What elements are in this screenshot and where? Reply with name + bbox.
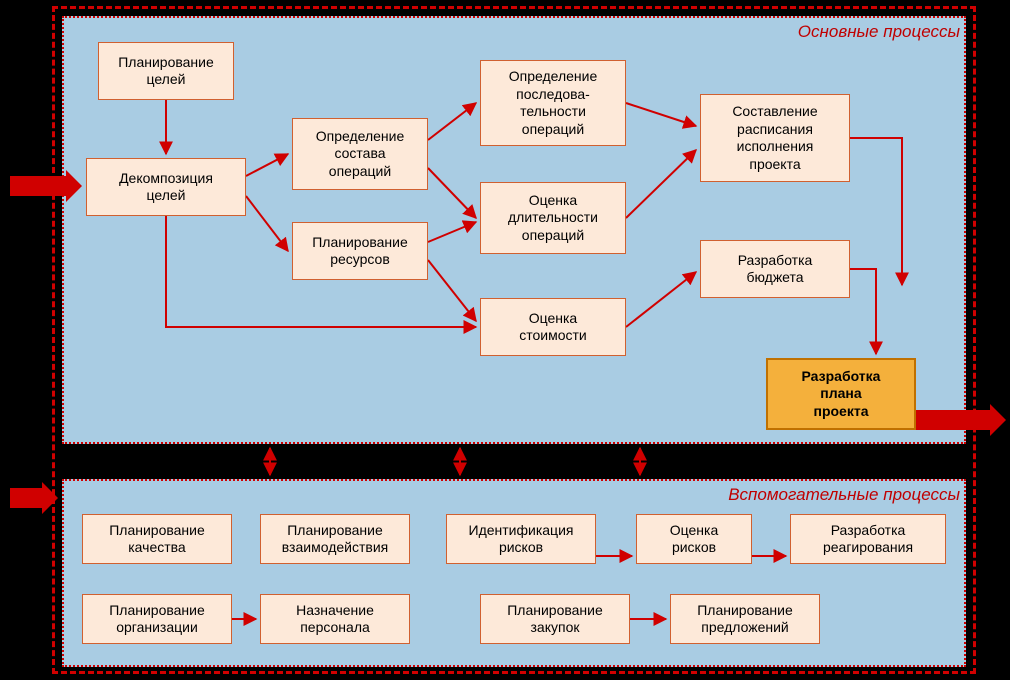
node-b6: Планирование организации	[82, 594, 232, 644]
node-label: Оценка стоимости	[519, 310, 587, 345]
node-label: Планирование качества	[109, 522, 205, 557]
node-n7: Оценка стоимости	[480, 298, 626, 356]
node-label: Декомпозиция целей	[119, 170, 213, 205]
diagram-canvas: Основные процессы Вспомогательные процес…	[0, 0, 1010, 680]
node-label: Планирование предложений	[697, 602, 793, 637]
node-label: Разработка реагирования	[823, 522, 913, 557]
node-label: Планирование закупок	[507, 602, 603, 637]
node-b3: Идентификация рисков	[446, 514, 596, 564]
node-n4: Планирование ресурсов	[292, 222, 428, 280]
node-label: Составление расписания исполнения проект…	[732, 103, 817, 173]
node-n9: Разработка бюджета	[700, 240, 850, 298]
node-n1: Планирование целей	[98, 42, 234, 100]
node-b8: Планирование закупок	[480, 594, 630, 644]
node-label: Определение состава операций	[316, 128, 405, 181]
node-label: Планирование организации	[109, 602, 205, 637]
node-label: Назначение персонала	[296, 602, 374, 637]
node-label: Оценка рисков	[670, 522, 719, 557]
node-n10: Разработка плана проекта	[766, 358, 916, 430]
node-n2: Декомпозиция целей	[86, 158, 246, 216]
node-b9: Планирование предложений	[670, 594, 820, 644]
node-n3: Определение состава операций	[292, 118, 428, 190]
node-label: Планирование целей	[118, 54, 214, 89]
node-b4: Оценка рисков	[636, 514, 752, 564]
node-label: Определение последова- тельности операци…	[509, 68, 598, 138]
node-b5: Разработка реагирования	[790, 514, 946, 564]
node-label: Планирование ресурсов	[312, 234, 408, 269]
node-b2: Планирование взаимодействия	[260, 514, 410, 564]
node-label: Планирование взаимодействия	[282, 522, 388, 557]
node-n6: Оценка длительности операций	[480, 182, 626, 254]
node-n8: Составление расписания исполнения проект…	[700, 94, 850, 182]
node-label: Идентификация рисков	[469, 522, 574, 557]
node-b1: Планирование качества	[82, 514, 232, 564]
node-b7: Назначение персонала	[260, 594, 410, 644]
node-label: Оценка длительности операций	[508, 192, 598, 245]
title-main-processes: Основные процессы	[760, 22, 960, 42]
node-n5: Определение последова- тельности операци…	[480, 60, 626, 146]
node-label: Разработка бюджета	[738, 252, 813, 287]
node-label: Разработка плана проекта	[802, 368, 881, 421]
title-support-processes: Вспомогательные процессы	[690, 485, 960, 505]
